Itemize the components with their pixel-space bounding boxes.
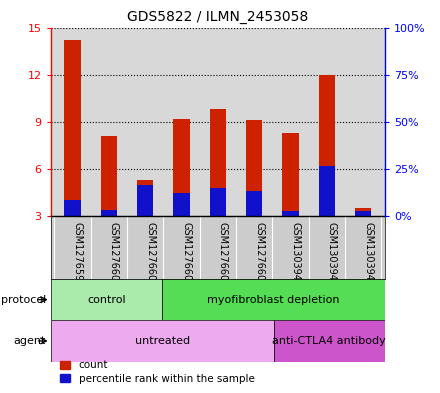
Bar (282, 211, 299, 216)
Bar (162, 279, 385, 320)
Text: myofibroblast depletion: myofibroblast depletion (207, 295, 340, 305)
Bar (51, 279, 162, 320)
Bar (173, 119, 190, 216)
Title: GDS5822 / ILMN_2453058: GDS5822 / ILMN_2453058 (127, 10, 308, 24)
Text: GSM1276604: GSM1276604 (254, 222, 264, 288)
Text: GSM1276600: GSM1276600 (109, 222, 119, 288)
Bar (355, 211, 371, 216)
Bar (282, 133, 299, 216)
Text: GSM1276601: GSM1276601 (145, 222, 155, 288)
Text: anti-CTLA4 antibody: anti-CTLA4 antibody (272, 336, 386, 346)
Bar (209, 109, 226, 216)
Text: GSM1303940: GSM1303940 (290, 222, 301, 287)
Bar (319, 166, 335, 216)
Bar (246, 120, 262, 216)
Bar (64, 40, 81, 216)
Bar (51, 320, 274, 362)
Text: agent: agent (14, 336, 46, 346)
Text: GSM1276602: GSM1276602 (181, 222, 191, 288)
Bar (137, 185, 153, 216)
Text: GSM1276603: GSM1276603 (218, 222, 228, 288)
Bar (137, 180, 153, 216)
Bar (355, 208, 371, 216)
Text: untreated: untreated (135, 336, 190, 346)
Legend: count, percentile rank within the sample: count, percentile rank within the sample (56, 356, 259, 388)
Bar (274, 320, 385, 362)
Text: protocol: protocol (1, 295, 46, 305)
Text: GSM1303941: GSM1303941 (327, 222, 337, 287)
Bar (246, 191, 262, 216)
Text: control: control (87, 295, 126, 305)
Bar (319, 75, 335, 216)
Text: GSM1303942: GSM1303942 (363, 222, 373, 288)
Text: GSM1276599: GSM1276599 (73, 222, 82, 288)
Bar (64, 200, 81, 216)
Bar (101, 136, 117, 216)
Bar (101, 210, 117, 216)
Bar (209, 188, 226, 216)
Bar (173, 193, 190, 216)
